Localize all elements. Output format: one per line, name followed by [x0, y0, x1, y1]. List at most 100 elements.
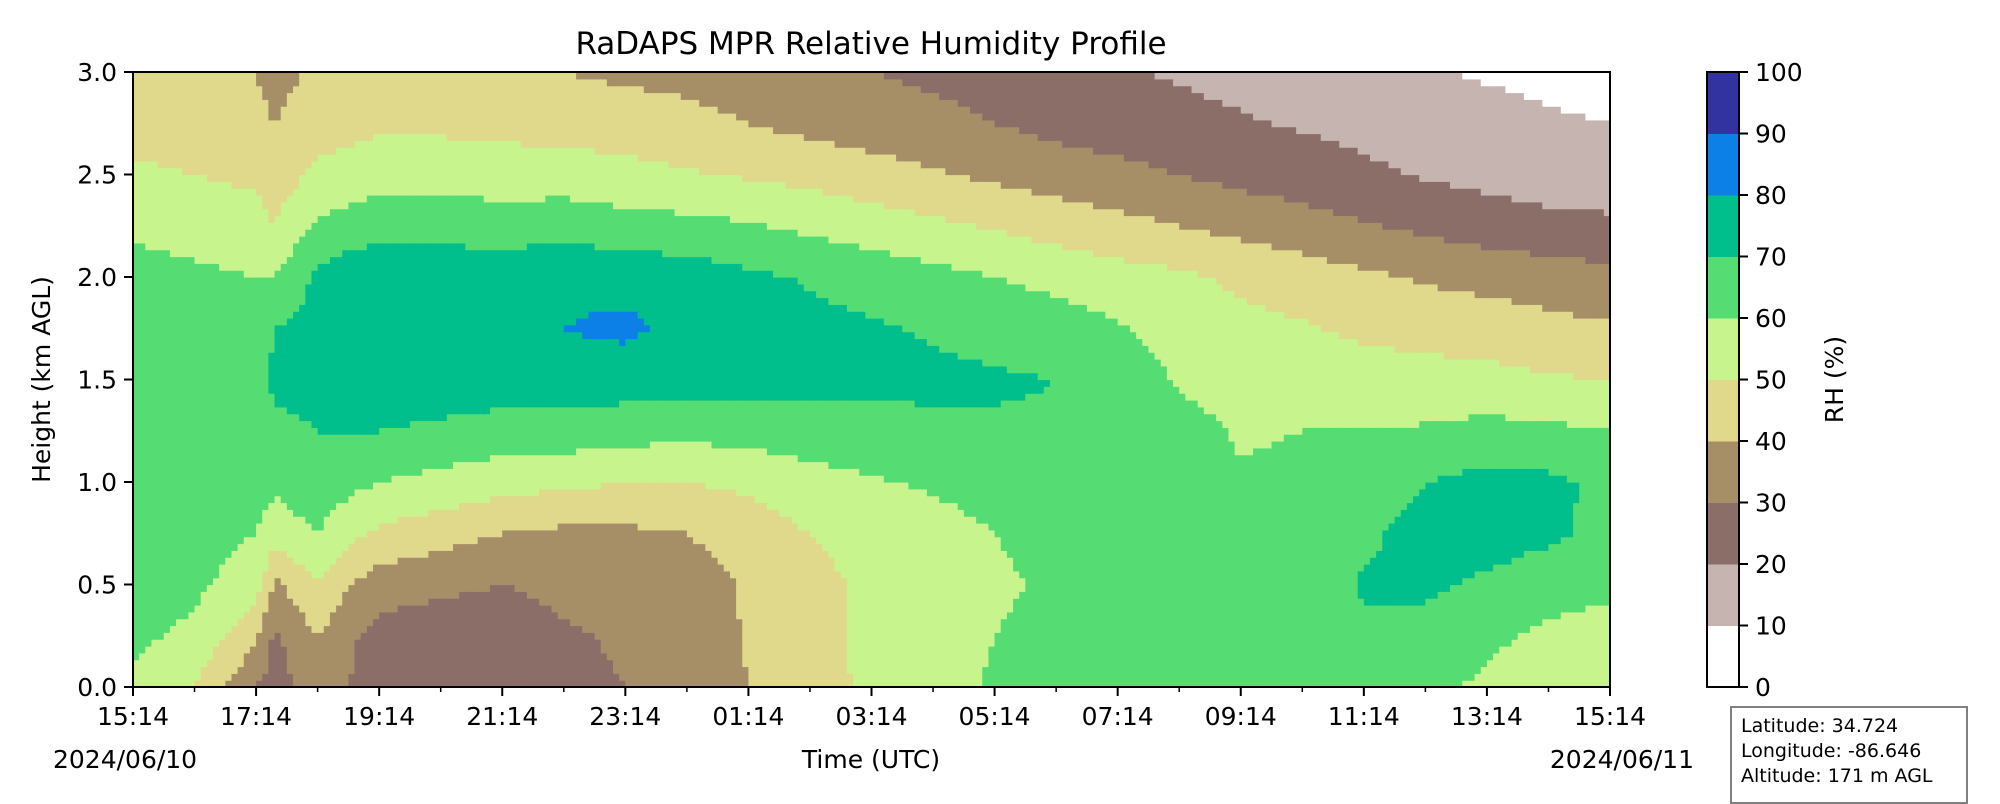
rh-cell	[428, 598, 436, 606]
rh-cell	[305, 236, 313, 244]
rh-cell	[348, 639, 356, 647]
rh-cell	[342, 591, 349, 599]
rh-cell	[379, 413, 386, 422]
rh-cell	[169, 652, 177, 661]
rh-cell	[385, 324, 393, 333]
rh-cell	[274, 509, 282, 517]
rh-cell	[434, 468, 442, 476]
rh-cell	[336, 113, 343, 121]
rh-cell	[373, 140, 380, 148]
rh-cell	[348, 598, 356, 606]
rh-cell	[373, 666, 380, 674]
rh-cell	[348, 605, 356, 613]
rh-cell	[262, 318, 269, 326]
rh-cell	[360, 147, 368, 155]
rh-cell	[305, 386, 313, 394]
rh-cell	[200, 427, 208, 435]
rh-cell	[163, 359, 171, 367]
rh-cell	[428, 420, 436, 428]
rh-cell	[182, 283, 189, 292]
rh-cell	[151, 92, 159, 100]
rh-cell	[145, 427, 153, 435]
rh-cell	[385, 126, 393, 135]
rh-cell	[422, 174, 429, 182]
rh-cell	[139, 331, 146, 340]
rh-cell	[354, 475, 362, 483]
rh-cell	[145, 680, 153, 687]
rh-cell	[299, 502, 306, 510]
rh-cell	[409, 564, 417, 572]
rh-cell	[249, 509, 257, 517]
rh-cell	[385, 557, 393, 565]
rh-cell	[428, 509, 436, 517]
rh-cell	[434, 215, 442, 223]
rh-cell	[465, 311, 473, 319]
rh-cell	[471, 639, 479, 647]
rh-cell	[194, 318, 202, 326]
rh-cell	[200, 188, 208, 196]
rh-cell	[354, 516, 362, 524]
rh-cell	[440, 475, 448, 483]
rh-cell	[299, 140, 306, 148]
rh-cell	[428, 427, 436, 435]
rh-cell	[231, 372, 239, 381]
rh-cell	[409, 502, 417, 510]
rh-cell	[157, 482, 165, 490]
rh-cell	[391, 523, 399, 531]
rh-cell	[268, 611, 276, 620]
rh-cell	[286, 393, 294, 401]
rh-cell	[305, 447, 313, 456]
rh-cell	[446, 352, 454, 360]
rh-cell	[465, 324, 473, 333]
rh-cell	[194, 495, 202, 504]
rh-cell	[360, 584, 368, 592]
rh-cell	[453, 242, 460, 251]
rh-cell	[379, 386, 386, 394]
rh-cell	[299, 625, 306, 633]
rh-cell	[299, 270, 306, 278]
rh-cell	[194, 557, 202, 565]
rh-cell	[157, 304, 165, 312]
rh-cell	[348, 236, 356, 244]
rh-cell	[280, 92, 288, 100]
rh-cell	[329, 270, 337, 278]
rh-cell	[329, 140, 337, 148]
rh-cell	[286, 188, 294, 196]
rh-cell	[176, 434, 183, 442]
rh-cell	[465, 400, 473, 408]
rh-cell	[403, 126, 411, 135]
rh-cell	[163, 92, 171, 100]
rh-cell	[336, 605, 343, 613]
rh-cell	[428, 359, 436, 367]
rh-cell	[188, 632, 196, 640]
rh-cell	[182, 550, 189, 558]
rh-cell	[329, 550, 337, 558]
rh-cell	[182, 229, 189, 237]
rh-cell	[428, 447, 436, 456]
rh-cell	[336, 427, 343, 435]
rh-cell	[169, 99, 177, 107]
rh-cell	[471, 413, 479, 422]
rh-cell	[397, 92, 405, 100]
rh-cell	[249, 673, 257, 681]
rh-cell	[453, 99, 460, 107]
rh-cell	[440, 447, 448, 456]
rh-cell	[416, 625, 423, 633]
rh-cell	[428, 188, 436, 196]
rh-cell	[373, 564, 380, 572]
rh-cell	[262, 420, 269, 428]
rh-cell	[465, 536, 473, 545]
rh-cell	[133, 625, 140, 633]
rh-cell	[459, 605, 466, 613]
rh-cell	[446, 570, 454, 579]
rh-cell	[274, 290, 282, 299]
rh-cell	[329, 256, 337, 264]
rh-cell	[194, 154, 202, 162]
rh-cell	[446, 529, 454, 538]
rh-cell	[305, 345, 313, 353]
rh-cell	[268, 133, 276, 141]
rh-cell	[360, 509, 368, 517]
rh-cell	[391, 181, 399, 189]
rh-cell	[354, 543, 362, 551]
rh-cell	[379, 181, 386, 189]
